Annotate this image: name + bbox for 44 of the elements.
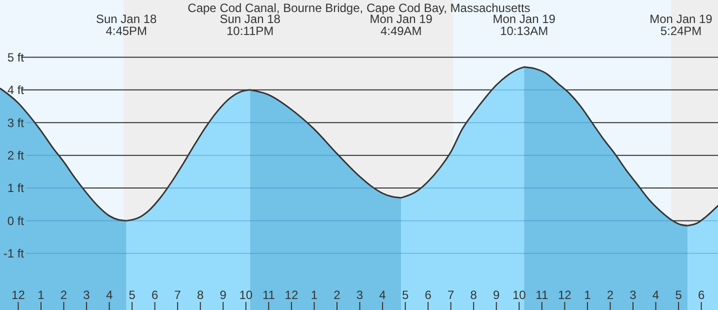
- x-tick-label: 4: [652, 288, 660, 302]
- annotation: Mon Jan 19 10:13AM: [492, 12, 556, 38]
- x-tick-label: 11: [262, 288, 276, 302]
- x-tick-label: 3: [356, 288, 364, 302]
- y-tick-label: -1 ft: [3, 246, 25, 261]
- x-tick-label: 10: [512, 288, 526, 302]
- x-tick-label: 11: [536, 288, 548, 302]
- x-tick-label: 8: [470, 288, 478, 302]
- annotation: Sun Jan 18 10:11PM: [220, 12, 281, 38]
- x-tick-label: 6: [698, 288, 705, 302]
- y-tick-label: 2 ft: [7, 148, 25, 163]
- x-tick-label: 1: [38, 288, 45, 302]
- x-tick-label: 4: [379, 288, 386, 302]
- x-tick-label: 3: [83, 288, 90, 302]
- annotation: Mon Jan 19 5:24PM: [650, 12, 713, 38]
- x-tick-label: 7: [447, 288, 454, 302]
- annotation: Sun Jan 18 4:45PM: [96, 12, 158, 38]
- x-tick-label: 6: [424, 288, 432, 302]
- x-tick-label: 5: [128, 288, 136, 302]
- x-tick-label: 2: [60, 288, 68, 302]
- x-tick-label: 12: [284, 288, 298, 302]
- x-tick-label: 2: [606, 288, 614, 302]
- y-tick-label: 3 ft: [7, 116, 25, 130]
- x-tick-label: 4: [106, 288, 113, 302]
- y-tick-label: 4 ft: [7, 83, 25, 98]
- y-tick-label: 5 ft: [7, 50, 25, 64]
- x-tick-label: 12: [12, 288, 26, 302]
- x-tick-label: 1: [310, 288, 318, 302]
- x-tick-label: 9: [493, 288, 500, 302]
- x-tick-label: 9: [220, 288, 227, 302]
- chart-title: Cape Cod Canal, Bourne Bridge, Cape Cod Bay, Massachusetts: [188, 1, 530, 15]
- x-tick-label: 12: [558, 288, 572, 302]
- y-tick-label: 0 ft: [7, 214, 25, 228]
- x-tick-label: 6: [151, 288, 158, 302]
- x-tick-label: 7: [174, 288, 182, 302]
- x-tick-label: 1: [584, 288, 592, 302]
- x-tick-label: 5: [675, 288, 682, 302]
- y-tick-label: 1 ft: [7, 181, 25, 196]
- x-tick-label: 3: [630, 288, 637, 302]
- x-tick-label: 5: [402, 288, 409, 302]
- annotation: Mon Jan 19 4:49AM: [370, 12, 433, 38]
- x-tick-label: 8: [197, 288, 204, 302]
- x-tick-label: 2: [334, 288, 341, 302]
- x-tick-label: 10: [239, 288, 253, 302]
